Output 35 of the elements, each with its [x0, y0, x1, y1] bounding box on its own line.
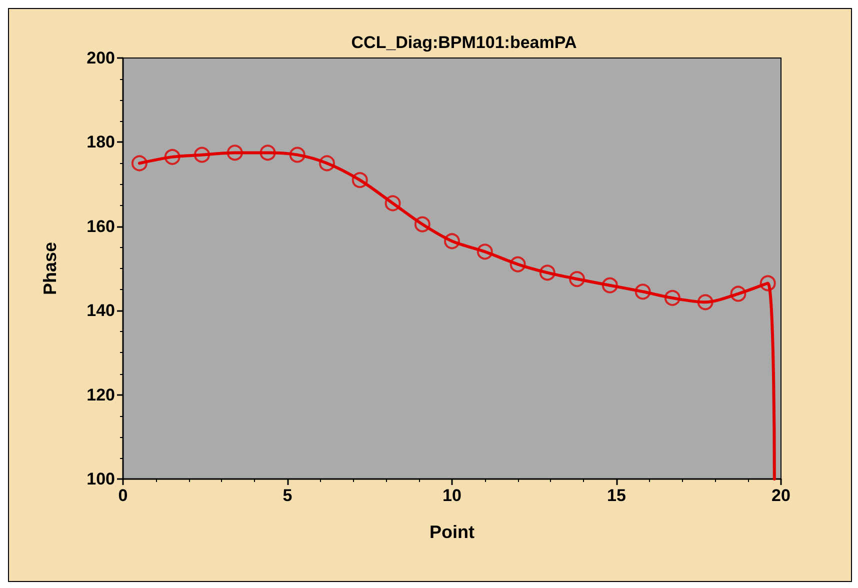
point [444, 233, 460, 250]
x-axis-title: Point [430, 522, 474, 542]
point [260, 144, 276, 161]
point [414, 216, 430, 232]
point [194, 146, 210, 163]
point [131, 155, 148, 172]
x-tick-label: 10 [442, 486, 462, 505]
point [476, 244, 493, 260]
y-tick-label: 140 [86, 301, 115, 320]
point [164, 148, 180, 165]
y-tick-label: 100 [86, 470, 115, 488]
point [569, 271, 586, 288]
y-tick-label: 160 [86, 216, 115, 236]
y-tick-label: 180 [86, 132, 115, 152]
point [318, 155, 335, 172]
point [760, 275, 776, 292]
x-tick-label: 20 [772, 486, 790, 505]
point [664, 290, 680, 306]
y-tick-label: 120 [86, 385, 115, 404]
point [384, 195, 401, 212]
point [352, 172, 368, 188]
x-tick-label: 5 [282, 486, 292, 505]
x-tick-label: 15 [607, 486, 626, 505]
point [697, 294, 714, 310]
y-axis-title: Phase [40, 242, 60, 296]
x-tick-label: 0 [118, 486, 128, 505]
point [539, 264, 556, 281]
point [602, 277, 618, 294]
point [226, 144, 243, 161]
y-tick-label: 200 [86, 48, 115, 68]
point [289, 146, 306, 163]
point [510, 256, 526, 272]
point [730, 286, 746, 302]
point [634, 284, 651, 300]
chart-title: CCL_Diag:BPM101:beamPA [351, 33, 577, 52]
